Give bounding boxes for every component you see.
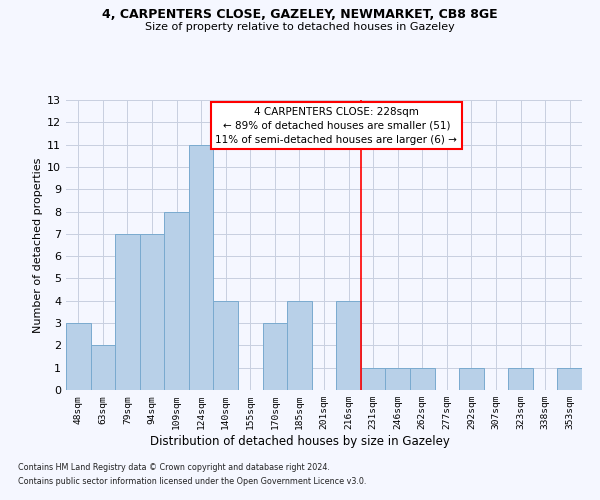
Bar xyxy=(385,368,410,390)
Bar xyxy=(287,301,312,390)
Bar xyxy=(91,346,115,390)
Bar xyxy=(66,323,91,390)
Y-axis label: Number of detached properties: Number of detached properties xyxy=(33,158,43,332)
Bar xyxy=(557,368,582,390)
Bar xyxy=(140,234,164,390)
Text: 4, CARPENTERS CLOSE, GAZELEY, NEWMARKET, CB8 8GE: 4, CARPENTERS CLOSE, GAZELEY, NEWMARKET,… xyxy=(102,8,498,20)
Bar xyxy=(508,368,533,390)
Text: Contains HM Land Registry data © Crown copyright and database right 2024.: Contains HM Land Registry data © Crown c… xyxy=(18,464,330,472)
Bar xyxy=(115,234,140,390)
Bar xyxy=(361,368,385,390)
Bar xyxy=(263,323,287,390)
Bar xyxy=(214,301,238,390)
Bar xyxy=(459,368,484,390)
Text: Size of property relative to detached houses in Gazeley: Size of property relative to detached ho… xyxy=(145,22,455,32)
Text: Distribution of detached houses by size in Gazeley: Distribution of detached houses by size … xyxy=(150,435,450,448)
Text: Contains public sector information licensed under the Open Government Licence v3: Contains public sector information licen… xyxy=(18,477,367,486)
Bar xyxy=(410,368,434,390)
Bar xyxy=(189,144,214,390)
Bar xyxy=(164,212,189,390)
Bar xyxy=(336,301,361,390)
Text: 4 CARPENTERS CLOSE: 228sqm
← 89% of detached houses are smaller (51)
11% of semi: 4 CARPENTERS CLOSE: 228sqm ← 89% of deta… xyxy=(215,106,457,144)
